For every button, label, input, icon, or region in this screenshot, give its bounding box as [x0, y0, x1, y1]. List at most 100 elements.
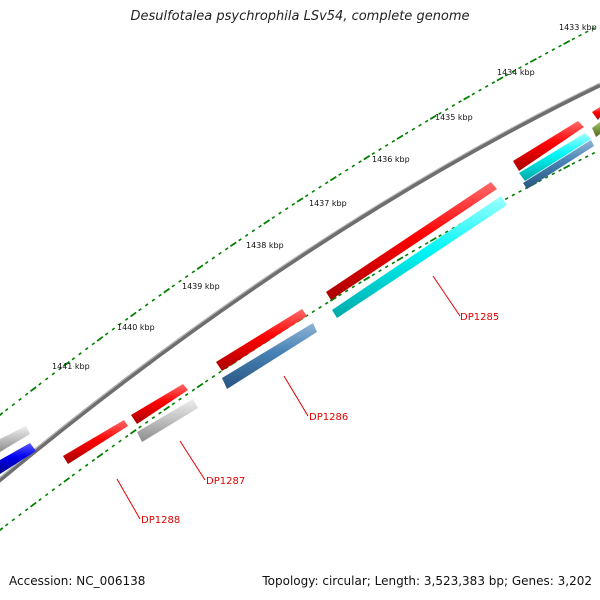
minor-tick [311, 189, 316, 193]
minor-tick [191, 270, 196, 274]
gene-feature[interactable] [326, 182, 497, 300]
minor-tick [338, 172, 342, 176]
minor-tick [358, 160, 362, 164]
minor-tick [351, 164, 356, 168]
minor-tick [584, 155, 589, 159]
minor-tick [51, 488, 56, 492]
minor-tick [184, 274, 189, 279]
minor-tick [371, 152, 376, 156]
gene-label[interactable]: DP1285 [460, 312, 499, 323]
minor-tick [551, 172, 556, 176]
genome-backbone [0, 82, 600, 483]
gene-label[interactable]: DP1288 [141, 515, 180, 526]
minor-tick [304, 194, 309, 198]
minor-tick [311, 310, 316, 314]
scale-label: 1433 kbp [559, 23, 597, 32]
gene-feature[interactable] [216, 309, 307, 371]
major-tick [196, 382, 204, 389]
gene-feature[interactable] [592, 122, 600, 137]
scale-label: 1439 kbp [182, 282, 220, 291]
major-tick [396, 134, 404, 140]
minor-tick [104, 449, 109, 453]
gene-feature[interactable] [0, 426, 30, 452]
major-tick [529, 57, 537, 63]
minor-tick [71, 357, 76, 361]
scale-label: 1438 kbp [246, 241, 284, 250]
minor-tick [24, 508, 29, 512]
callout-line [432, 275, 461, 317]
major-tick [163, 405, 171, 412]
major-tick [63, 360, 71, 367]
major-tick [196, 264, 204, 270]
minor-tick [378, 147, 382, 151]
major-tick [0, 527, 4, 532]
minor-tick [144, 420, 149, 424]
minor-tick [438, 111, 442, 115]
gene-feature[interactable] [592, 107, 600, 120]
minor-tick [4, 523, 9, 527]
minor-tick [418, 245, 422, 249]
gene-feature[interactable] [523, 140, 594, 189]
scale-label: 1436 kbp [372, 155, 410, 164]
gene-feature[interactable] [131, 384, 188, 424]
gene-feature[interactable] [513, 121, 584, 171]
minor-tick [591, 27, 596, 30]
gene-feature[interactable] [332, 196, 507, 318]
minor-tick [58, 483, 62, 487]
gene-feature[interactable] [0, 443, 36, 474]
major-tick [363, 276, 371, 282]
minor-tick [358, 281, 362, 285]
minor-tick [478, 88, 482, 92]
major-tick [163, 287, 171, 294]
gene-feature[interactable] [222, 323, 317, 389]
minor-tick [91, 458, 96, 462]
minor-tick [504, 197, 509, 201]
gene-label[interactable]: DP1287 [206, 476, 245, 487]
minor-tick [251, 229, 256, 233]
callout-line [116, 478, 141, 520]
major-tick [329, 296, 337, 302]
gene-feature[interactable] [63, 420, 128, 464]
minor-tick [291, 202, 296, 206]
major-tick [129, 311, 137, 318]
major-tick [429, 236, 437, 243]
minor-tick [404, 253, 409, 257]
major-tick [29, 501, 37, 508]
minor-tick [404, 131, 409, 135]
gene-feature[interactable] [519, 133, 591, 181]
major-tick [96, 452, 104, 459]
minor-tick [118, 322, 122, 326]
gene-feature[interactable] [137, 399, 198, 442]
major-tick [129, 428, 137, 435]
minor-tick [384, 143, 389, 147]
major-tick [463, 95, 471, 101]
minor-tick [191, 388, 196, 392]
scale-label: 1440 kbp [117, 323, 155, 332]
minor-tick [124, 317, 129, 321]
minor-tick [491, 81, 496, 85]
major-tick [63, 477, 71, 483]
minor-tick [184, 393, 189, 397]
minor-tick [391, 261, 396, 265]
minor-tick [278, 211, 282, 215]
minor-tick [484, 84, 489, 88]
minor-tick [284, 207, 289, 211]
minor-tick [518, 66, 522, 70]
gene-features [0, 122, 600, 474]
minor-tick [138, 308, 142, 312]
minor-tick [411, 249, 416, 253]
minor-tick [71, 473, 76, 477]
minor-tick [438, 234, 442, 238]
major-tick [329, 175, 337, 182]
minor-tick [78, 468, 82, 472]
minor-tick [138, 425, 142, 429]
minor-tick [558, 168, 562, 172]
minor-tick [144, 303, 149, 307]
minor-tick [78, 352, 82, 356]
minor-tick [471, 92, 476, 96]
gene-label[interactable]: DP1286 [309, 412, 348, 423]
major-tick [363, 155, 371, 161]
major-tick [30, 386, 37, 392]
genome-summary: Topology: circular; Length: 3,523,383 bp… [262, 574, 592, 588]
